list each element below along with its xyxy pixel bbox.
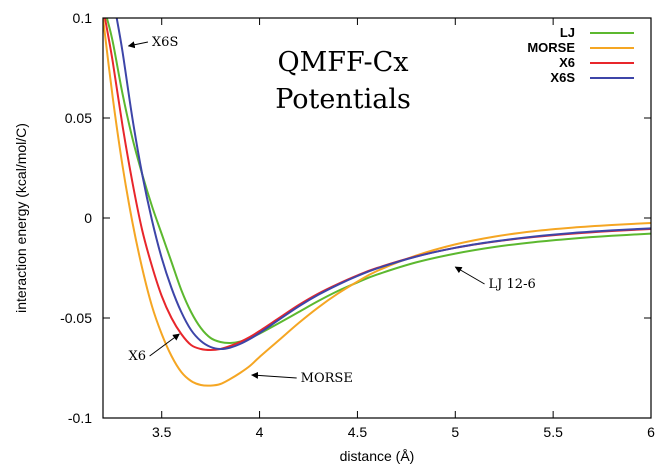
curves-layer xyxy=(103,18,651,387)
series-line-morse xyxy=(103,18,651,387)
x-tick-label: 3.5 xyxy=(152,424,172,440)
x-tick-label: 5.5 xyxy=(543,424,563,440)
legend-label-morse: MORSE xyxy=(527,40,575,55)
y-tick-label: 0.1 xyxy=(73,10,93,26)
annotation-label-lj-12-6: LJ 12-6 xyxy=(489,277,536,292)
x-tick-label: 4 xyxy=(256,424,264,440)
y-axis-label: interaction energy (kcal/mol/C) xyxy=(13,123,29,313)
annotation-label-x6s: X6S xyxy=(152,35,178,50)
annotation-arrow-morse xyxy=(251,371,297,379)
annotation-arrow-x6 xyxy=(149,333,180,357)
legend-label-x6s: X6S xyxy=(550,70,575,85)
x-tick-label: 5 xyxy=(451,424,459,440)
x-axis-label: distance (Å) xyxy=(340,448,415,464)
y-tick-label: -0.05 xyxy=(60,310,92,326)
chart-title-line-1: QMFF-Cx xyxy=(277,47,408,78)
ticks-layer: 3.5 4 4.5 5 5.5 6 -0.1 -0.05 0 0.05 0.1 xyxy=(60,10,655,440)
annotation-arrow-x6s xyxy=(127,41,149,49)
chart-title-line-2: Potentials xyxy=(275,84,411,115)
y-tick-label: -0.1 xyxy=(68,410,92,426)
annotation-label-x6: X6 xyxy=(128,349,146,364)
y-tick-label: 0 xyxy=(84,210,92,226)
y-tick-label: 0.05 xyxy=(65,110,92,126)
legend-label-x6: X6 xyxy=(559,55,575,70)
legend-label-lj: LJ xyxy=(560,25,575,40)
annotation-label-morse: MORSE xyxy=(301,371,353,386)
x-tick-label: 6 xyxy=(647,424,655,440)
series-line-x6s xyxy=(115,18,651,351)
annotations-layer: X6S LJ 12-6 X6 MORSE xyxy=(127,35,536,386)
x-tick-label: 4.5 xyxy=(348,424,368,440)
annotation-arrow-lj-12-6 xyxy=(454,266,485,285)
